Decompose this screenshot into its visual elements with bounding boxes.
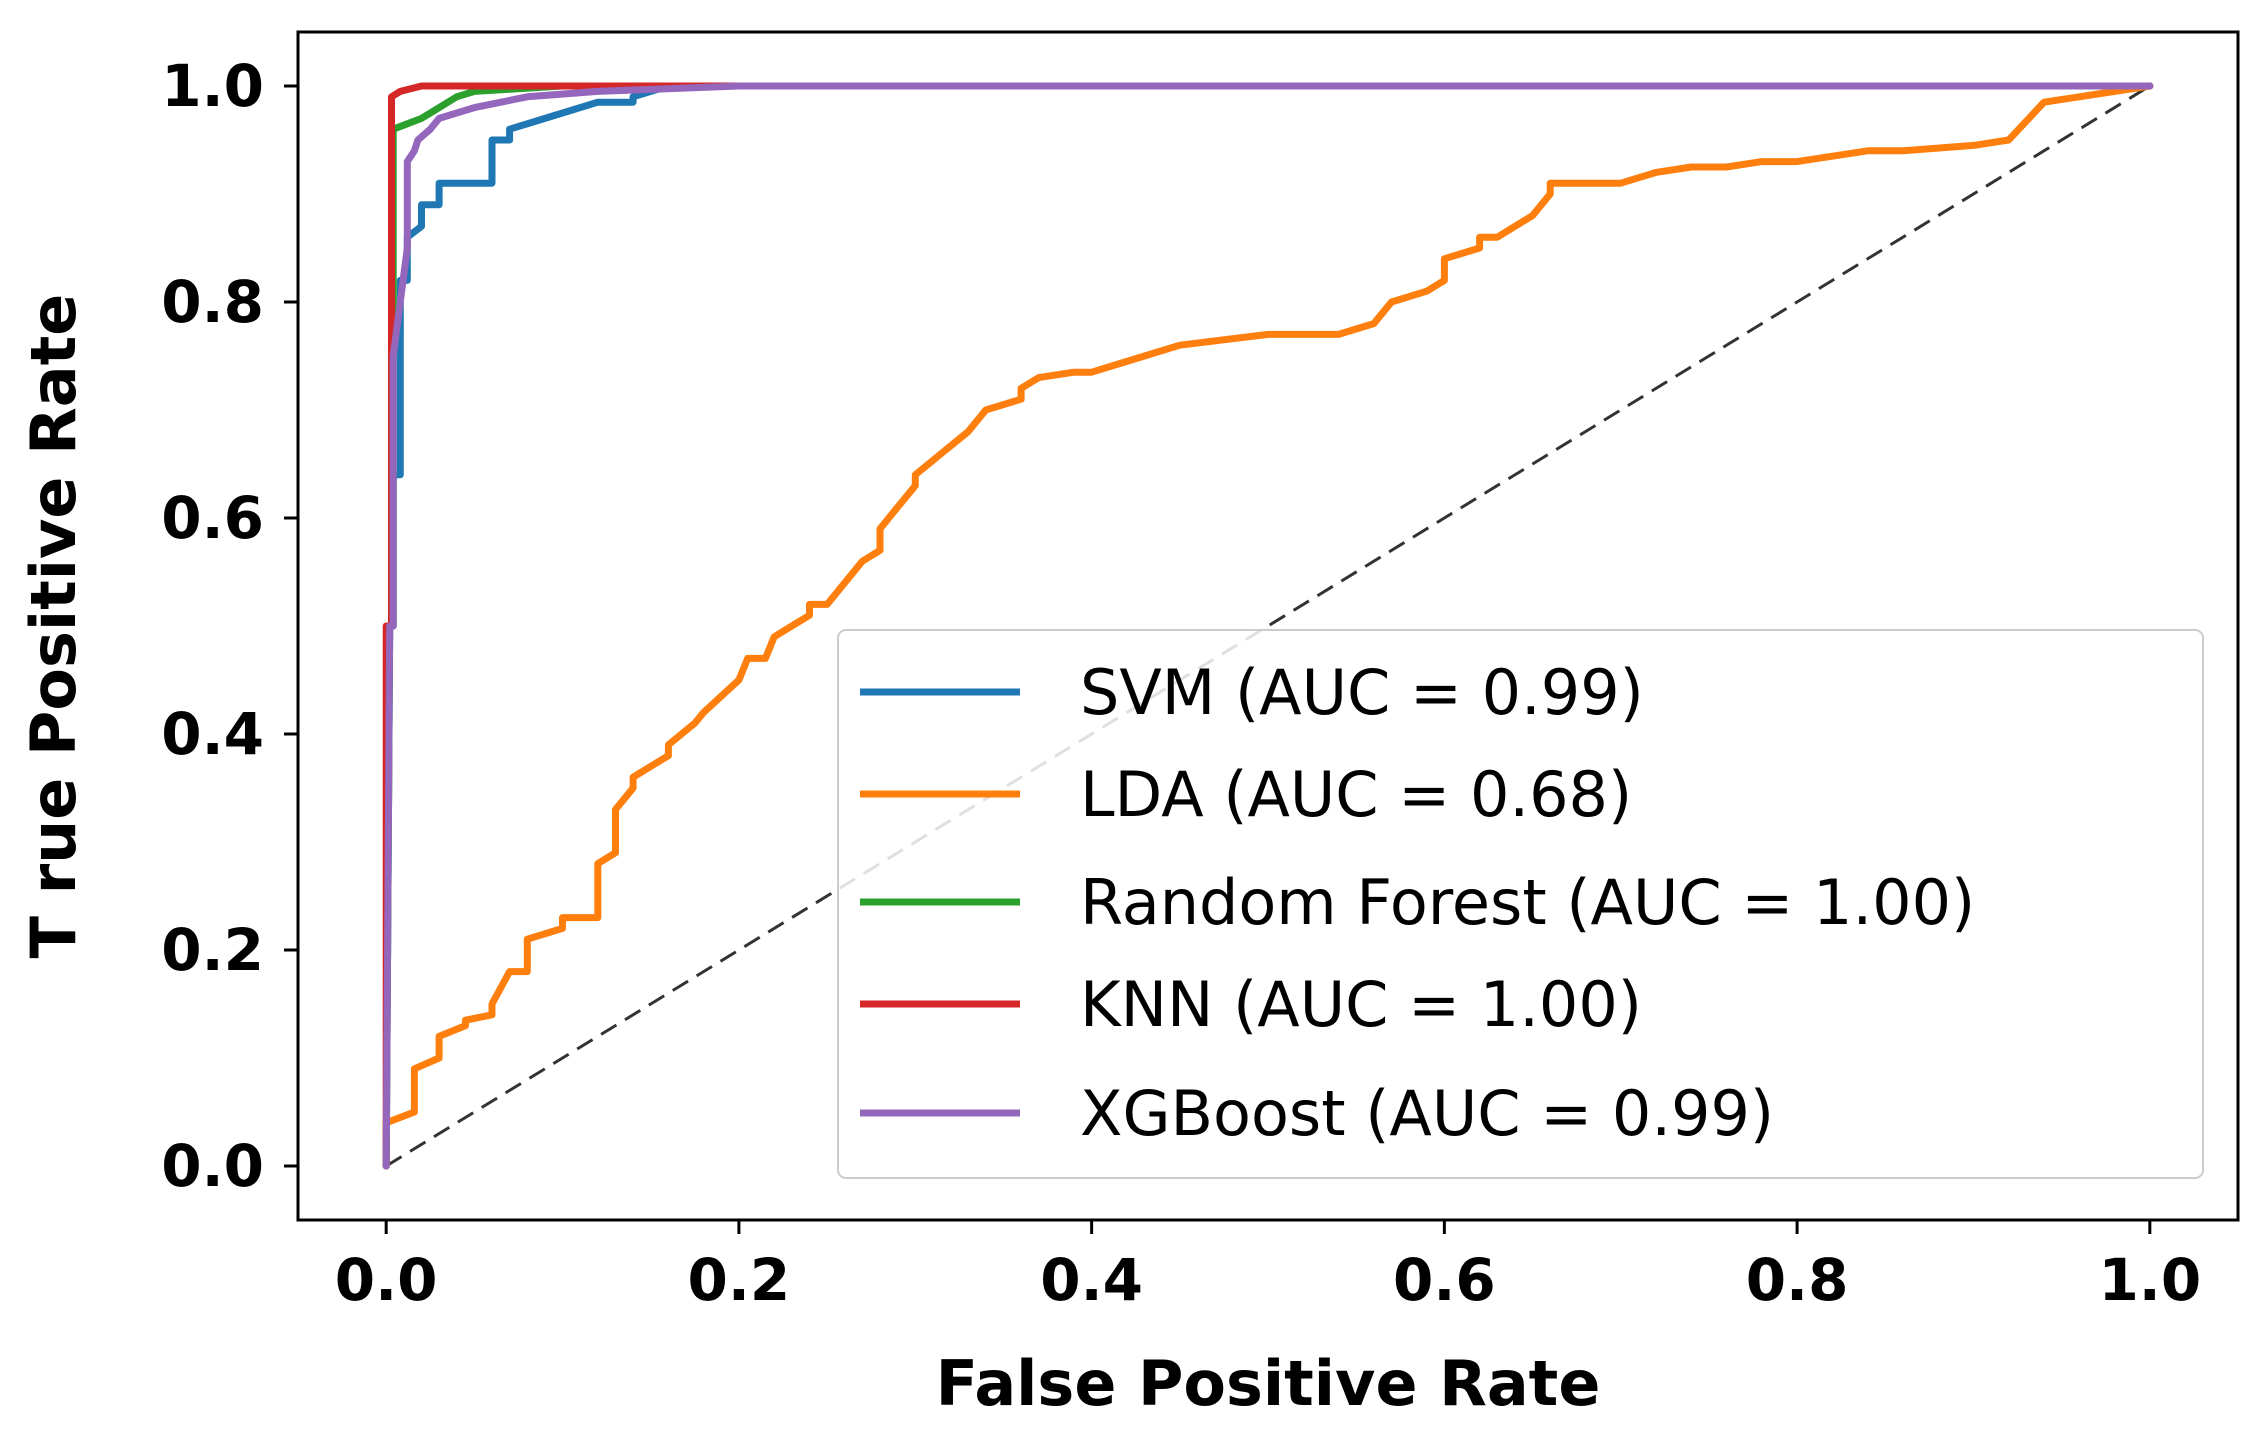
x-tick-label: 1.0: [2098, 1246, 2201, 1314]
legend-label-knn: KNN (AUC = 1.00): [1080, 968, 1642, 1041]
x-tick-label: 0.8: [1746, 1246, 1849, 1314]
y-tick-label: 0.2: [161, 916, 264, 984]
x-tick-label: 0.2: [688, 1246, 791, 1314]
series-line-xgboost: [382, 82, 2154, 1170]
diagonal-reference-layer: [385, 84, 2151, 1168]
x-tick-label: 0.4: [1040, 1246, 1143, 1314]
x-tick-label: 0.6: [1393, 1246, 1496, 1314]
y-axis-ticks: 0.0 0.2 0.4 0.6 0.8 1.0: [161, 52, 298, 1200]
x-axis-ticks: 0.0 0.2 0.4 0.6 0.8 1.0: [335, 1220, 2201, 1314]
legend-label-lda: LDA (AUC = 0.68): [1080, 758, 1632, 831]
x-tick-label: 0.0: [335, 1246, 438, 1314]
legend-label-svm: SVM (AUC = 0.99): [1080, 656, 1644, 729]
series-line-svm: [382, 82, 2154, 1170]
y-axis-label: T rue Positive Rate: [17, 294, 90, 959]
series-layer: [382, 82, 2154, 1170]
legend-entries: SVM (AUC = 0.99) LDA (AUC = 0.68) Random F…: [860, 656, 1975, 1150]
plot-frame: [296, 30, 2240, 1222]
x-axis-label: False Positive Rate: [936, 1347, 1601, 1420]
y-tick-label: 0.8: [161, 268, 264, 336]
y-tick-label: 0.0: [161, 1132, 264, 1200]
diagonal-reference-line: [385, 84, 2151, 1168]
y-tick-label: 0.4: [161, 700, 264, 768]
legend: SVM (AUC = 0.99) LDA (AUC = 0.68) Random F…: [837, 629, 2204, 1179]
legend-frame: [837, 629, 2204, 1179]
legend-label-xgboost: XGBoost (AUC = 0.99): [1080, 1077, 1774, 1150]
y-tick-label: 1.0: [161, 52, 264, 120]
y-tick-label: 0.6: [161, 484, 264, 552]
legend-label-random-forest: Random Forest (AUC = 1.00): [1080, 866, 1975, 939]
plot-area: [382, 82, 2154, 1170]
series-line-lda: [382, 82, 2154, 1170]
